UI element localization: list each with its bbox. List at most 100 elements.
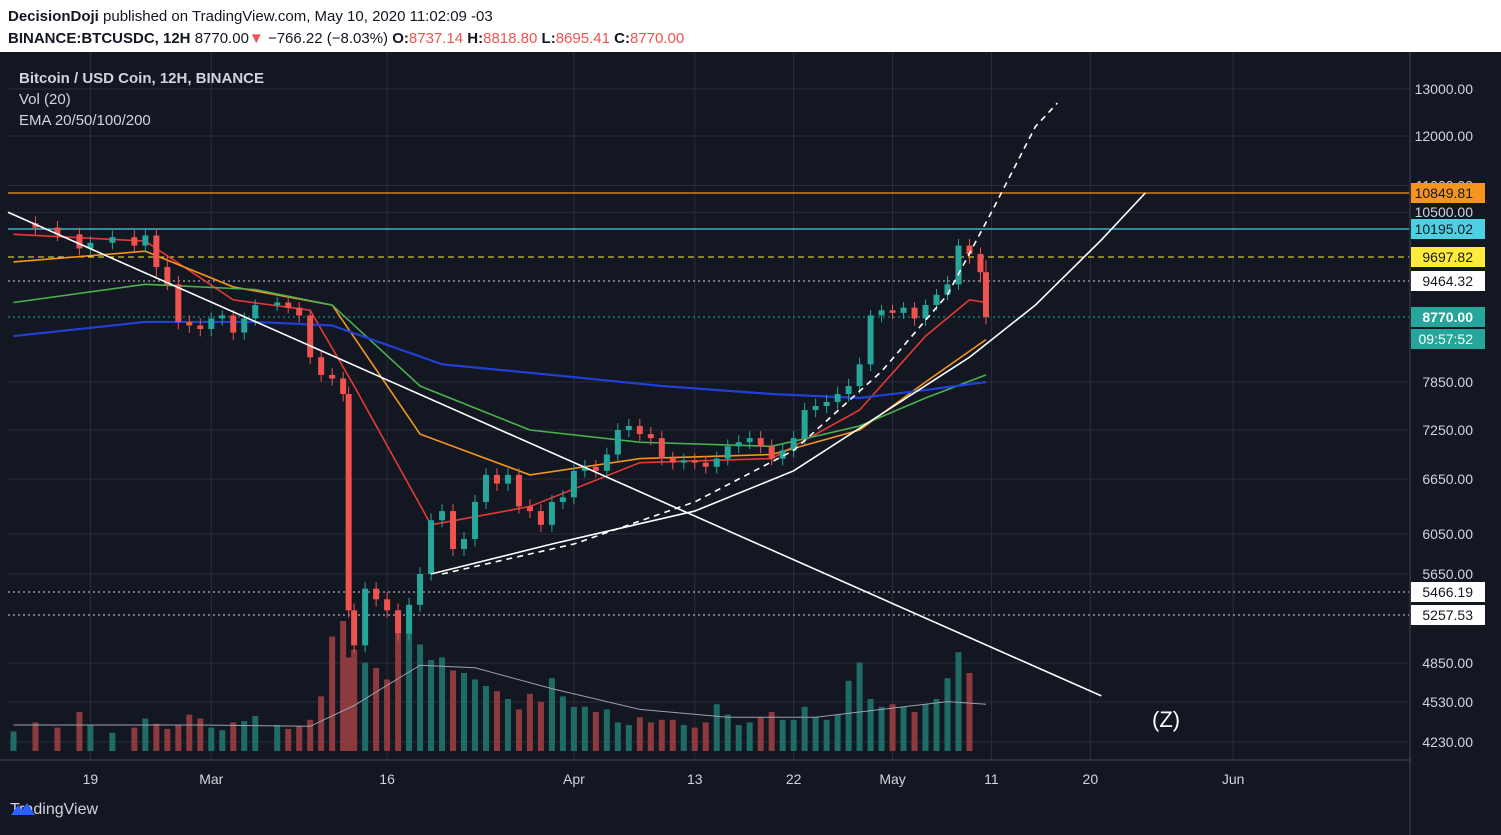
candle-body	[252, 305, 259, 319]
time-tick-label: Mar	[199, 771, 223, 787]
candle-body	[669, 458, 676, 463]
candle-body	[977, 254, 984, 273]
support-5466-tag	[1411, 582, 1485, 602]
volume-bar	[54, 727, 61, 751]
last-price-tag	[1411, 307, 1485, 327]
candle-body	[230, 315, 237, 333]
volume-bar	[647, 722, 654, 751]
time-tick-label: Apr	[563, 771, 585, 787]
volume-bar	[472, 679, 478, 751]
resistance-cyan-tag-label: 10195.02	[1415, 221, 1474, 237]
candle-body	[625, 426, 632, 430]
candle-body	[856, 364, 863, 386]
resistance-yellow-tag	[1411, 247, 1485, 267]
volume-bar	[812, 717, 819, 751]
candle-body	[713, 458, 720, 467]
volume-bar	[10, 731, 17, 751]
candle-body	[142, 235, 149, 246]
volume-bar	[345, 657, 352, 751]
candle-body	[933, 294, 940, 306]
candle-body	[636, 426, 643, 435]
price-tick-label: 12000.00	[1415, 128, 1474, 144]
price-tick-label: 10500.00	[1415, 204, 1474, 220]
candle-body	[537, 511, 544, 525]
candle-body	[461, 539, 468, 549]
volume-bar	[450, 670, 457, 751]
candle-body	[867, 315, 874, 365]
volume-bar	[197, 718, 204, 751]
volume-bar	[285, 728, 292, 751]
volume-bar	[274, 725, 281, 751]
volume-bar	[680, 725, 687, 751]
countdown-label: 09:57:52	[1419, 331, 1474, 347]
wave-z-label: (Z)	[1152, 707, 1181, 732]
volume-bar	[658, 719, 665, 751]
candle-body	[982, 272, 989, 317]
time-tick-label: 19	[83, 771, 99, 787]
candle-body	[614, 430, 621, 455]
chart-area[interactable]: 13000.0012000.0011000.0010500.007850.007…	[0, 52, 1501, 835]
time-tick-label: 22	[786, 771, 802, 787]
candle-body	[878, 310, 885, 316]
volume-bar	[878, 706, 885, 751]
candle-body	[164, 267, 171, 285]
candle-body	[603, 454, 610, 471]
candle-body	[680, 460, 687, 463]
volume-bar	[548, 678, 555, 751]
ohlc-line: BINANCE:BTCUSDC, 12H 8770.00▼ −766.22 (−…	[8, 30, 684, 47]
symbol-label: BINANCE:BTCUSDC, 12H	[8, 30, 191, 47]
price-chart[interactable]: 13000.0012000.0011000.0010500.007850.007…	[0, 52, 1501, 835]
volume-bar	[922, 704, 929, 751]
volume-bar	[735, 725, 742, 751]
candle-body	[285, 302, 292, 308]
volume-bar	[362, 662, 369, 751]
support-5466-tag-label: 5466.19	[1422, 584, 1473, 600]
volume-bar	[87, 725, 94, 751]
volume-bar	[889, 704, 896, 751]
change-value: −766.22 (−8.03%)	[267, 30, 389, 47]
level-9464-tag-label: 9464.32	[1422, 273, 1473, 289]
volume-bar	[439, 657, 446, 751]
candle-body	[889, 310, 896, 313]
close-label: C:	[614, 30, 630, 47]
volume-bar	[32, 722, 39, 751]
volume-bar	[966, 673, 973, 751]
candle-body	[823, 402, 830, 406]
volume-bar	[175, 725, 182, 751]
candle-body	[472, 501, 478, 539]
candle-body	[570, 470, 577, 498]
candle-body	[197, 325, 204, 330]
candle-body	[834, 394, 841, 402]
legend-volume[interactable]: Vol (20)	[19, 91, 71, 108]
candle-body	[790, 438, 797, 451]
volume-bar	[801, 706, 808, 751]
candle-body	[208, 318, 215, 330]
candle-body	[504, 474, 511, 484]
legend-title[interactable]: Bitcoin / USD Coin, 12H, BINANCE	[19, 70, 265, 87]
price-tick-label: 4850.00	[1422, 655, 1473, 671]
tradingview-footer[interactable]: TradingView	[10, 801, 98, 819]
candle-body	[54, 227, 61, 235]
volume-bar	[461, 673, 468, 751]
author-name[interactable]: DecisionDoji	[8, 8, 99, 25]
volume-bar	[153, 723, 160, 751]
candle-body	[373, 588, 380, 600]
candle-body	[318, 357, 325, 375]
volume-bar	[713, 704, 720, 751]
candle-body	[296, 307, 303, 316]
legend-ema[interactable]: EMA 20/50/100/200	[19, 112, 151, 129]
price-tick-label: 6050.00	[1422, 526, 1473, 542]
ascending-curve	[430, 192, 1146, 575]
volume-bar	[867, 699, 874, 751]
candle-body	[647, 434, 654, 439]
volume-bar	[746, 722, 753, 751]
candle-body	[691, 460, 698, 463]
candle-body	[779, 450, 786, 459]
volume-bar	[790, 719, 797, 751]
volume-bar	[614, 722, 621, 751]
chart-legend: Bitcoin / USD Coin, 12H, BINANCE Vol (20…	[19, 68, 264, 131]
volume-bar	[823, 719, 830, 751]
volume-bar	[834, 714, 841, 751]
volume-bar	[504, 699, 511, 751]
volume-bar	[208, 727, 215, 751]
